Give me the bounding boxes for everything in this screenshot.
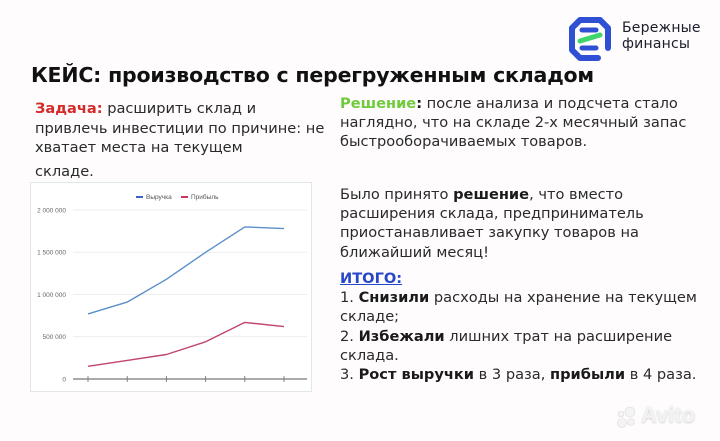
- series-line: [87, 226, 285, 315]
- result-label: ИТОГО:: [340, 270, 403, 287]
- task-text-last: складе.: [35, 162, 94, 180]
- result-item: 3. Рост выручки в 3 раза, прибыли в 4 ра…: [340, 365, 720, 384]
- result-item-num: 1.: [340, 289, 359, 307]
- chart-canvas: 0 500 000 1 000 000 1 500 000 2 000 000 Выруч…: [37, 193, 307, 383]
- decision-bold: решение: [453, 186, 530, 203]
- solution-text: после анализа и подсчета стало наглядно,…: [340, 95, 687, 151]
- result-item-text: в 3 раза,: [474, 366, 551, 384]
- result-item: 1. Снизили расходы на хранение на текуще…: [340, 288, 720, 326]
- avito-watermark: Avito: [641, 402, 696, 427]
- decision-block: Было принято решение, что вместо расшире…: [340, 185, 680, 262]
- result-item: 2. Избежали лишних трат на расширение ск…: [340, 327, 720, 365]
- result-item-bold: Рост выручки: [358, 366, 475, 384]
- result-item-text: лишних трат на расширение склада.: [340, 327, 673, 364]
- result-item-bold: прибыли: [550, 366, 626, 384]
- y-tick-label: 1 500 000: [37, 250, 66, 257]
- result-item-text: в 4 раза.: [625, 366, 697, 384]
- page-title: КЕЙС: производство с перегруженным склад…: [31, 63, 594, 87]
- solution-colon: :: [416, 95, 423, 112]
- solution-block: Решение: после анализа и подсчета стало …: [340, 94, 720, 152]
- result-item-text: расходы на хранение на текущем складе;: [340, 289, 697, 326]
- decision-text-pre: Было принято: [340, 186, 454, 203]
- result-item-num: 3.: [340, 366, 359, 384]
- legend-label: Выручка: [146, 194, 172, 201]
- brand-name-line2: финансы: [622, 36, 691, 52]
- task-label: Задача:: [35, 100, 103, 117]
- y-tick-label: 0: [62, 376, 66, 383]
- brand-logo-icon: [569, 17, 611, 61]
- avito-logo-icon: [617, 406, 636, 428]
- task-text: расширить склад и привлечь инвестиции по…: [35, 100, 325, 156]
- result-item-bold: Снизили: [358, 289, 430, 307]
- y-tick-label: 1 000 000: [37, 292, 66, 299]
- solution-label: Решение: [340, 95, 417, 112]
- decision-text-post: , что вместо расширения склада, предприн…: [340, 186, 644, 261]
- result-item-bold: Избежали: [358, 327, 445, 345]
- line-chart: 0 500 000 1 000 000 1 500 000 2 000 000 Выруч…: [30, 182, 312, 392]
- legend-label: Прибыль: [191, 193, 219, 201]
- series-line: [87, 321, 285, 367]
- y-tick-label: 2 000 000: [37, 207, 66, 214]
- brand-name-line1: Бережные: [622, 20, 701, 36]
- result-block: ИТОГО: 1. Снизили расходы на хранение на…: [340, 269, 720, 384]
- task-block: Задача: расширить склад и привлечь инвес…: [35, 99, 325, 181]
- result-item-num: 2.: [340, 327, 359, 345]
- y-tick-label: 500 000: [43, 334, 67, 341]
- brand-name: Бережные финансы: [622, 20, 701, 52]
